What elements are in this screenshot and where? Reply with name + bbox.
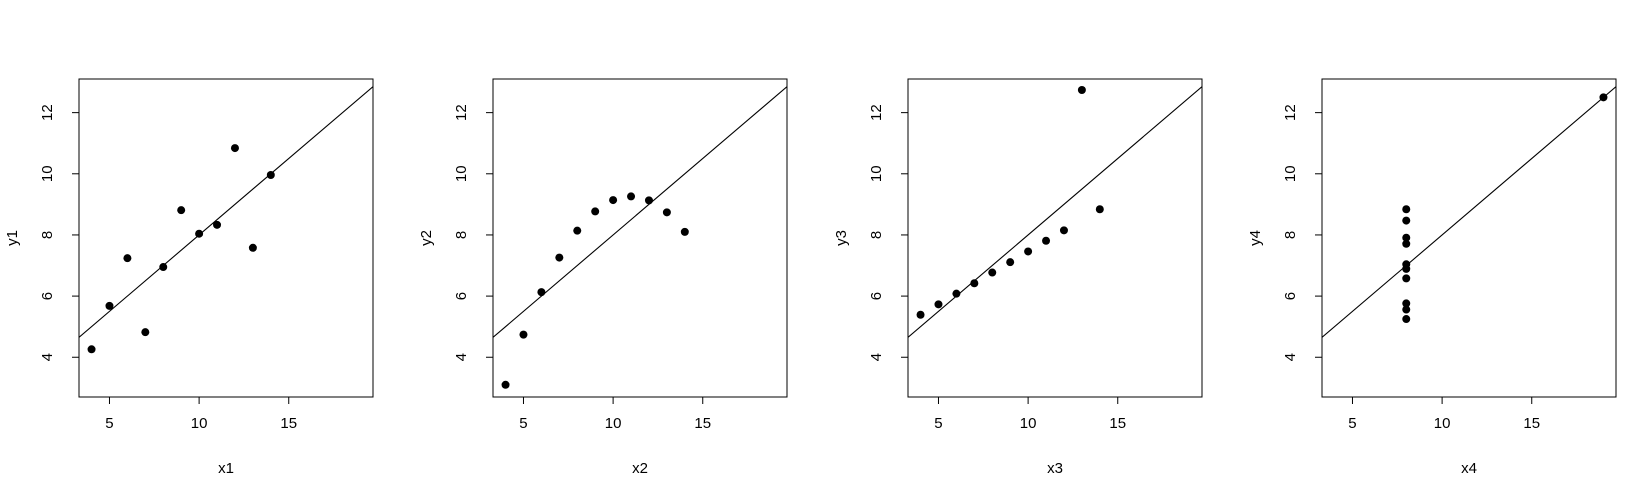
data-point <box>1095 205 1104 214</box>
data-point <box>644 196 653 205</box>
data-point <box>988 268 997 277</box>
data-point <box>195 229 204 238</box>
x-tick-label: 15 <box>694 415 711 432</box>
data-point <box>248 243 257 252</box>
y-tick-label: 10 <box>1282 165 1299 182</box>
y-tick-label: 6 <box>1282 292 1299 300</box>
x-tick-label: 5 <box>519 415 527 432</box>
y-tick-label: 4 <box>868 353 885 361</box>
data-point <box>609 196 618 205</box>
data-point <box>1402 305 1411 314</box>
x-tick-label: 10 <box>191 415 208 432</box>
data-point <box>519 330 528 339</box>
x-axis-title: x3 <box>1047 460 1063 477</box>
y-tick-label: 10 <box>868 165 885 182</box>
data-point <box>1402 264 1411 273</box>
data-point <box>537 288 546 297</box>
regression-line <box>493 86 787 338</box>
y-axis-title: y3 <box>833 230 850 246</box>
y-tick-label: 6 <box>39 292 56 300</box>
data-point <box>1402 239 1411 248</box>
y-tick-label: 4 <box>1282 353 1299 361</box>
regression-line <box>79 86 373 338</box>
y-tick-label: 8 <box>1282 231 1299 239</box>
data-point <box>573 226 582 235</box>
data-point <box>916 310 925 319</box>
data-point <box>1024 247 1033 256</box>
y-axis-title: y4 <box>1247 230 1264 246</box>
x-tick-label: 15 <box>1109 415 1126 432</box>
data-point <box>591 207 600 216</box>
y-tick-label: 12 <box>1282 104 1299 121</box>
y-tick-label: 8 <box>868 231 885 239</box>
regression-line <box>1322 86 1616 338</box>
data-point <box>1042 236 1051 245</box>
data-point <box>952 289 961 298</box>
y-axis-title: y2 <box>418 230 435 246</box>
data-point <box>1402 315 1411 324</box>
data-point <box>266 171 275 180</box>
data-point <box>1077 86 1086 95</box>
y-tick-label: 12 <box>39 104 56 121</box>
data-point <box>970 279 979 288</box>
x-axis-title: x4 <box>1461 460 1477 477</box>
plot-frame <box>492 78 788 398</box>
x-tick-label: 5 <box>105 415 113 432</box>
data-point <box>1402 274 1411 283</box>
regression-line <box>908 86 1202 338</box>
scatter-panel-3: 5 10 15 4 6 8 10 12 x3 y3 <box>833 78 1203 477</box>
data-point <box>934 300 943 309</box>
x-tick-label: 10 <box>605 415 622 432</box>
y-tick-label: 10 <box>453 165 470 182</box>
data-point <box>123 254 132 263</box>
data-point <box>159 263 168 272</box>
data-point <box>1006 258 1015 267</box>
x-axis-title: x2 <box>632 460 648 477</box>
x-tick-label: 5 <box>1348 415 1356 432</box>
data-point <box>230 144 239 153</box>
y-tick-label: 12 <box>453 104 470 121</box>
data-point <box>1599 93 1608 102</box>
y-tick-label: 8 <box>453 231 470 239</box>
data-point <box>177 206 186 215</box>
data-point <box>555 253 564 262</box>
x-tick-label: 10 <box>1020 415 1037 432</box>
scatter-panel-1: 5 10 15 4 6 8 10 12 x1 y1 <box>4 78 374 477</box>
y-tick-label: 6 <box>453 292 470 300</box>
data-point <box>1402 299 1411 308</box>
data-point <box>141 328 150 337</box>
y-tick-label: 8 <box>39 231 56 239</box>
plot-frame <box>907 78 1203 398</box>
x-tick-label: 15 <box>280 415 297 432</box>
data-point <box>501 380 510 389</box>
data-point <box>1059 226 1068 235</box>
y-tick-label: 10 <box>39 165 56 182</box>
y-tick-label: 6 <box>868 292 885 300</box>
data-point <box>87 345 96 354</box>
data-point <box>105 301 114 310</box>
y-tick-label: 12 <box>868 104 885 121</box>
x-tick-label: 10 <box>1434 415 1451 432</box>
data-point <box>680 227 689 236</box>
data-point <box>213 220 222 229</box>
y-tick-label: 4 <box>39 353 56 361</box>
data-point <box>662 208 671 217</box>
y-axis-title: y1 <box>4 230 21 246</box>
scatter-panel-4: 5 10 15 4 6 8 10 12 x4 y4 <box>1247 78 1617 477</box>
plot-frame <box>78 78 374 398</box>
y-tick-label: 4 <box>453 353 470 361</box>
data-point <box>1402 216 1411 225</box>
data-point <box>1402 233 1411 242</box>
x-axis-title: x1 <box>218 460 234 477</box>
x-tick-label: 15 <box>1523 415 1540 432</box>
x-tick-label: 5 <box>934 415 942 432</box>
data-point <box>1402 205 1411 214</box>
scatter-panel-2: 5 10 15 4 6 8 10 12 x2 y2 <box>418 78 788 477</box>
data-point <box>627 192 636 201</box>
plot-frame <box>1321 78 1617 398</box>
